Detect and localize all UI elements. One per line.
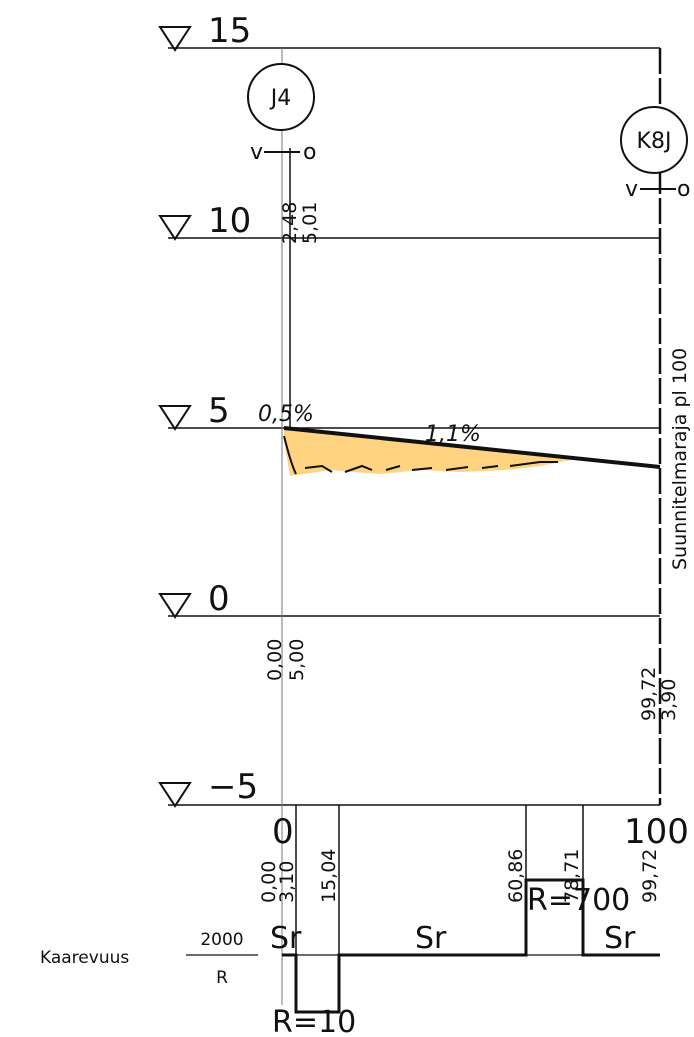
elevation-marker-5 (158, 405, 192, 431)
well-id-left: J4 (269, 86, 292, 111)
elevation-marker-10 (158, 215, 192, 241)
band-station-15-04: 15,04 (318, 849, 340, 903)
curvature-denominator: R (216, 968, 228, 988)
elevation-label-10: 10 (208, 201, 251, 241)
plan-boundary-label: Suunnitelmaraja pl 100 (669, 348, 691, 570)
curvature-numerator: 2000 (200, 930, 243, 950)
elevation-label-5: 5 (208, 391, 230, 431)
band-station-60-86: 60,86 (505, 849, 527, 903)
pipe-line (283, 426, 661, 469)
elevation-label-minus5: −5 (208, 767, 258, 807)
elevation-marker-0 (158, 593, 192, 619)
terrain-line (283, 435, 558, 475)
main-slope-label: 1,1% (425, 422, 481, 447)
well-mark-left-v: v (250, 140, 263, 165)
well-id-right: K8J (637, 129, 672, 154)
well-circle-right (620, 106, 688, 174)
band-station-3-10: 3,10 (276, 861, 298, 903)
elevation-label-15: 15 (208, 11, 251, 51)
pipe-label-left-top: 2,48 (279, 202, 301, 244)
start-slope-label: 0,5% (258, 402, 314, 427)
curvature-title: Kaarevuus (40, 948, 129, 968)
axis-end-label: 100 (624, 812, 689, 852)
band-station-0-00: 0,00 (258, 861, 280, 903)
band-station-99-72: 99,72 (639, 849, 661, 903)
trench-fill (284, 428, 582, 476)
well-mark-right-o: o (677, 177, 690, 202)
well-mark-right-v: v (625, 177, 638, 202)
well-circle-left (247, 63, 315, 131)
pipe-label-left-bottom: 5,01 (299, 202, 321, 244)
axis-start-label: 0 (272, 812, 294, 852)
band-token-sr-3: Sr (604, 921, 636, 956)
end-depth-label: 3,90 (658, 679, 680, 721)
band-radius-up: R=700 (527, 883, 630, 918)
band-station-78-71: 78,71 (561, 849, 583, 903)
band-radius-down: R=10 (272, 1005, 356, 1037)
band-token-sr-1: Sr (270, 921, 302, 956)
start-depth-label: 5,00 (286, 639, 308, 681)
end-station-label: 99,72 (638, 667, 660, 721)
elevation-label-0: 0 (208, 579, 230, 619)
well-mark-left-o: o (303, 140, 316, 165)
band-token-sr-2: Sr (415, 921, 447, 956)
elevation-marker-15 (158, 26, 192, 52)
curvature-band-line (282, 878, 660, 1014)
start-station-label: 0,00 (264, 639, 286, 681)
elevation-marker-minus5 (158, 782, 192, 808)
